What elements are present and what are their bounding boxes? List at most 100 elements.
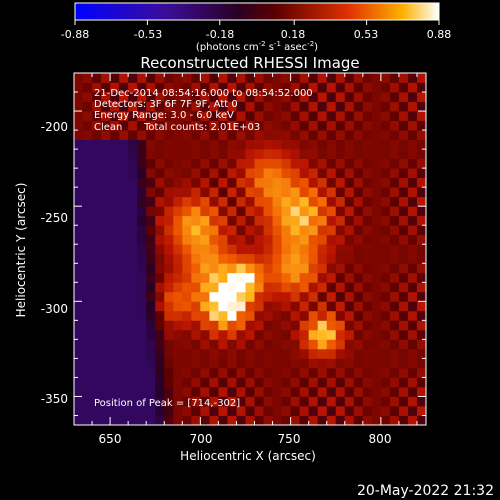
heatmap-cell <box>137 329 147 340</box>
heatmap-cell <box>173 396 183 407</box>
heatmap-cell <box>299 405 310 416</box>
heatmap-cell <box>371 158 382 169</box>
heatmap-cell <box>218 272 228 283</box>
heatmap-cell <box>191 111 201 121</box>
heatmap-cell <box>290 272 301 283</box>
heatmap-cell <box>326 396 337 407</box>
heatmap-cell <box>344 92 355 102</box>
heatmap-cell <box>380 234 391 245</box>
heatmap-cell <box>101 120 111 131</box>
heatmap-cell <box>398 386 409 397</box>
heatmap-cell <box>416 149 426 160</box>
heatmap-cell <box>272 92 282 102</box>
heatmap-cell <box>362 92 373 102</box>
heatmap-cell <box>191 82 201 93</box>
heatmap-cell <box>200 101 210 112</box>
heatmap-cell <box>344 320 355 331</box>
heatmap-cell <box>263 177 273 188</box>
heatmap-cell <box>245 310 255 321</box>
heatmap-cell <box>146 396 156 407</box>
heatmap-cell <box>164 111 174 121</box>
heatmap-cell <box>398 358 409 369</box>
heatmap-cell <box>344 225 355 236</box>
heatmap-cell <box>389 244 400 255</box>
heatmap-cell <box>326 101 337 112</box>
heatmap-cell <box>137 187 147 198</box>
heatmap-cell <box>92 377 102 388</box>
heatmap-cell <box>299 215 310 226</box>
heatmap-cell <box>416 263 426 274</box>
heatmap-cell <box>326 139 337 150</box>
heatmap-cell <box>164 415 174 425</box>
heatmap-cell <box>209 73 219 83</box>
heatmap-cell <box>416 291 426 302</box>
heatmap-cell <box>110 386 120 397</box>
heatmap-cell <box>200 415 210 425</box>
heatmap-cell <box>92 282 102 293</box>
heatmap-cell <box>200 187 210 198</box>
heatmap-cell <box>155 168 165 179</box>
heatmap-cell <box>281 149 292 160</box>
heatmap-cell <box>272 253 282 264</box>
heatmap-cell <box>371 82 382 93</box>
heatmap-cell <box>110 196 120 207</box>
heatmap-cell <box>308 339 319 350</box>
heatmap-cell <box>407 386 418 397</box>
heatmap-cell <box>227 168 237 179</box>
heatmap-cell <box>155 253 165 264</box>
heatmap-cell <box>74 130 84 140</box>
heatmap-cell <box>371 339 382 350</box>
heatmap-cell <box>74 215 84 226</box>
heatmap-cell <box>272 405 282 416</box>
heatmap-cell <box>110 358 120 369</box>
heatmap-cell <box>164 310 174 321</box>
heatmap-cell <box>227 149 237 160</box>
heatmap-cell <box>236 149 246 160</box>
heatmap-cell <box>218 358 228 369</box>
heatmap-cell <box>128 405 138 416</box>
heatmap-cell <box>362 130 373 140</box>
heatmap-cell <box>128 301 138 312</box>
heatmap-cell <box>164 396 174 407</box>
heatmap-cell <box>281 405 292 416</box>
heatmap-cell <box>398 339 409 350</box>
heatmap-cell <box>344 234 355 245</box>
heatmap-cell <box>254 111 264 121</box>
heatmap-cell <box>290 367 301 378</box>
heatmap-cell <box>353 92 364 102</box>
heatmap-cell <box>371 187 382 198</box>
heatmap-cell <box>209 130 219 140</box>
heatmap-cell <box>200 111 210 121</box>
heatmap-cell <box>353 187 364 198</box>
heatmap-cell <box>353 396 364 407</box>
heatmap-cell <box>362 405 373 416</box>
heatmap-cell <box>335 320 346 331</box>
heatmap-cell <box>209 367 219 378</box>
heatmap-cell <box>398 253 409 264</box>
heatmap-cell <box>317 405 328 416</box>
heatmap-cell <box>353 329 364 340</box>
heatmap-cell <box>362 225 373 236</box>
heatmap-cell <box>299 206 310 217</box>
heatmap-cell <box>389 282 400 293</box>
heatmap-cell <box>227 253 237 264</box>
heatmap-cell <box>119 215 129 226</box>
heatmap-cell <box>281 225 292 236</box>
heatmap-cell <box>155 234 165 245</box>
heatmap-cell <box>218 301 228 312</box>
heatmap-cell <box>218 377 228 388</box>
annotation-detectors: Detectors: 3F 6F 7F 9F, Att 0 <box>94 99 238 110</box>
heatmap-cell <box>281 196 292 207</box>
heatmap-cell <box>272 139 282 150</box>
heatmap-cell <box>308 92 319 102</box>
heatmap-cell <box>326 130 337 140</box>
heatmap-cell <box>281 111 292 121</box>
heatmap-cell <box>191 396 201 407</box>
heatmap-cell <box>362 320 373 331</box>
heatmap-cell <box>146 101 156 112</box>
heatmap-cell <box>137 339 147 350</box>
heatmap-cell <box>371 225 382 236</box>
heatmap-cell <box>281 234 292 245</box>
heatmap-cell <box>398 396 409 407</box>
heatmap-cell <box>245 73 255 83</box>
